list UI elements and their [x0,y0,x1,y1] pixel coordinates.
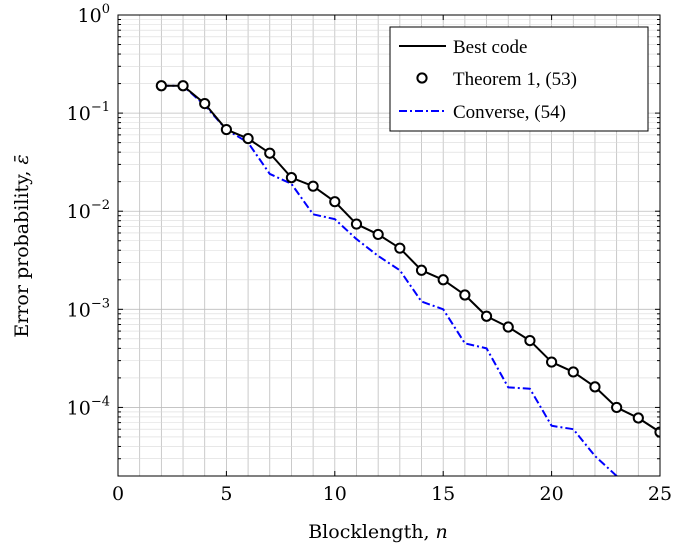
data-point-theorem-1 [199,97,211,110]
x-tick-label: 0 [112,483,124,505]
y-tick-label: 10−2 [67,198,110,223]
data-point-theorem-1 [372,228,384,241]
data-point-theorem-1 [329,196,341,208]
y-tick-label-exponent: −3 [91,296,110,311]
x-axis-title-variable: n [436,521,448,543]
y-tick-label: 100 [78,2,110,27]
x-tick-label: 25 [648,483,672,505]
data-point-theorem-1 [220,123,232,136]
data-point-theorem-1 [242,132,254,145]
y-tick-label: 10−4 [67,394,110,419]
legend-label-converse: Converse, (54) [453,102,566,123]
series-layer [155,80,660,476]
y-axis-title: Error probability, ε̄ [11,154,33,337]
x-axis-title: Blocklength, n [308,521,448,543]
y-axis-title-text: Error probability, [11,165,33,338]
x-tick-label: 10 [323,483,347,505]
data-point-theorem-1 [589,381,601,393]
grid-lines [117,14,661,477]
legend-label-best-code: Best code [453,37,527,58]
data-point-theorem-1 [350,218,363,230]
data-point-theorem-1 [502,321,514,333]
x-tick-label: 20 [540,483,564,505]
y-tick-label-base: 10 [67,103,91,125]
data-point-theorem-1 [524,334,536,347]
y-tick-label-exponent: 0 [102,2,110,17]
axis-ticks [117,14,661,477]
data-point-theorem-1 [459,289,471,301]
legend-entry-converse: Converse, (54) [399,102,566,123]
y-axis-title-variable: ε̄ [11,154,33,164]
series-line-converse [161,84,618,476]
data-point-theorem-1 [437,274,449,286]
y-tick-label-base: 10 [67,397,91,419]
data-point-theorem-1 [611,401,623,414]
data-point-theorem-1 [480,310,493,322]
data-point-theorem-1 [632,412,644,424]
series-line-best-code [161,84,660,433]
data-point-theorem-1 [394,242,406,254]
data-point-theorem-1 [264,147,276,159]
y-tick-label: 10−3 [67,296,110,321]
y-tick-label-base: 10 [78,5,102,27]
x-tick-label: 15 [431,483,455,505]
y-tick-label-base: 10 [67,299,91,321]
legend-box [389,26,649,132]
plot-frame [117,14,661,477]
data-point-theorem-1 [177,80,189,92]
legend-label-theorem-1: Theorem 1, (53) [453,69,577,90]
legend-entry-theorem-1: Theorem 1, (53) [416,69,577,90]
data-point-theorem-1 [415,264,428,276]
x-tick-label: 5 [220,483,232,505]
y-tick-label-exponent: −2 [91,198,110,213]
data-point-theorem-1 [654,426,660,438]
data-point-theorem-1 [155,80,167,92]
data-point-theorem-1 [285,172,298,184]
data-point-theorem-1 [307,180,319,192]
legend-entry-best-code: Best code [399,37,527,58]
data-point-theorem-1 [567,366,579,378]
x-axis-title-text: Blocklength, [308,521,435,543]
y-tick-label: 10−1 [67,100,110,125]
y-tick-label-base: 10 [67,201,91,223]
y-tick-label-exponent: −1 [91,100,110,115]
data-point-theorem-1 [546,356,558,368]
y-tick-label-exponent: −4 [91,394,110,409]
legend: Best code Theorem 1, (53) Converse, (54) [389,26,649,132]
legend-swatch-circle-marker [416,72,428,84]
